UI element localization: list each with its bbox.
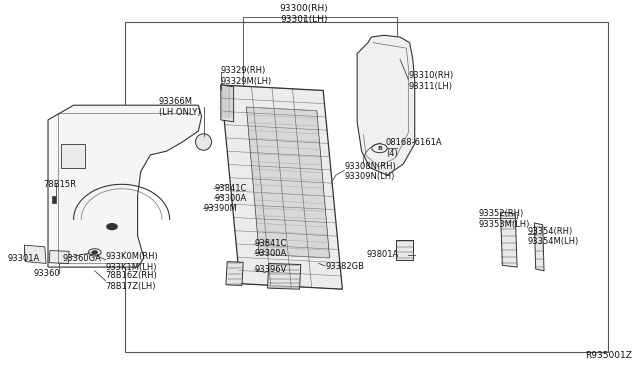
Text: 93360GA: 93360GA <box>63 254 102 263</box>
Polygon shape <box>24 245 46 263</box>
Circle shape <box>92 251 97 254</box>
Polygon shape <box>357 35 415 175</box>
Text: 933K0M(RH)
933K1M(LH): 933K0M(RH) 933K1M(LH) <box>106 253 158 272</box>
Text: 93382GB: 93382GB <box>325 262 364 270</box>
Text: 93310(RH)
93311(LH): 93310(RH) 93311(LH) <box>408 71 454 91</box>
Text: B: B <box>377 146 382 151</box>
Text: 93366M
(LH ONLY): 93366M (LH ONLY) <box>159 97 200 117</box>
Text: 78B16Z(RH)
78B17Z(LH): 78B16Z(RH) 78B17Z(LH) <box>106 271 157 291</box>
Bar <box>396 240 413 260</box>
Bar <box>125 22 608 352</box>
Text: 93300A: 93300A <box>255 249 287 258</box>
Ellipse shape <box>196 134 211 150</box>
Text: 93352(RH)
93353M(LH): 93352(RH) 93353M(LH) <box>479 209 530 229</box>
Polygon shape <box>500 212 517 267</box>
Text: 08168-6161A
(4): 08168-6161A (4) <box>386 138 442 158</box>
Text: 93329(RH)
93329M(LH): 93329(RH) 93329M(LH) <box>221 66 272 86</box>
Text: 78B15R: 78B15R <box>44 180 77 189</box>
Polygon shape <box>246 107 330 258</box>
Text: 93354(RH)
93354M(LH): 93354(RH) 93354M(LH) <box>528 227 579 246</box>
Polygon shape <box>49 251 69 263</box>
Polygon shape <box>534 223 544 271</box>
Text: R935001Z: R935001Z <box>586 351 632 360</box>
Bar <box>61 144 85 168</box>
Polygon shape <box>221 85 234 122</box>
Text: 93360: 93360 <box>33 269 60 278</box>
Text: 93301A: 93301A <box>8 254 40 263</box>
Polygon shape <box>221 85 342 289</box>
Text: 93841C: 93841C <box>255 240 287 248</box>
Polygon shape <box>48 105 202 267</box>
Text: 93841C: 93841C <box>214 184 247 193</box>
Text: 93308N(RH)
93309N(LH): 93308N(RH) 93309N(LH) <box>344 161 396 181</box>
Polygon shape <box>268 263 301 289</box>
Text: 93801A: 93801A <box>367 250 399 260</box>
Text: 93390M: 93390M <box>204 204 237 213</box>
Text: 93396V: 93396V <box>255 265 287 274</box>
Polygon shape <box>52 196 56 203</box>
Circle shape <box>107 224 117 230</box>
Text: 93300A: 93300A <box>214 194 246 203</box>
Text: 93300(RH)
93301(LH): 93300(RH) 93301(LH) <box>280 4 328 24</box>
Polygon shape <box>226 262 243 286</box>
